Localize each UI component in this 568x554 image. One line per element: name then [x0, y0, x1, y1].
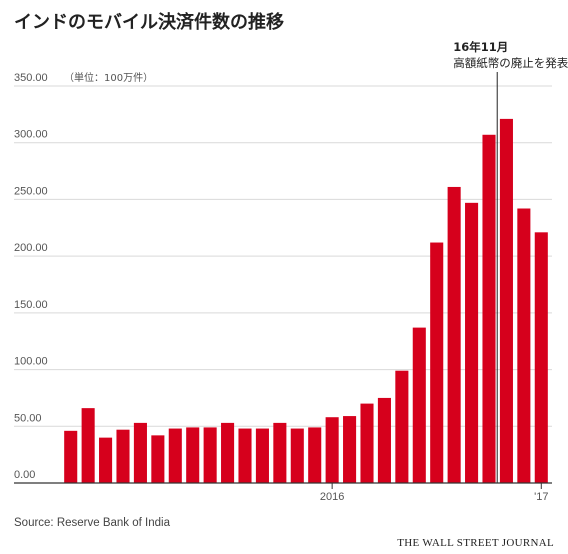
y-tick-label: 50.00 [14, 412, 42, 424]
y-tick-label: 0.00 [14, 469, 35, 481]
y-tick-label: 150.00 [14, 299, 48, 311]
bar [290, 428, 304, 483]
bar [482, 134, 496, 483]
x-tick-label: 2016 [320, 491, 344, 503]
bar [534, 232, 548, 483]
bar [517, 208, 531, 483]
bar [64, 430, 78, 483]
bar [221, 422, 235, 483]
bar [430, 242, 444, 483]
bar [447, 186, 461, 484]
unit-label: （単位：100万件） [64, 71, 153, 84]
x-tick-label: '17 [534, 491, 548, 503]
bar [412, 327, 426, 483]
y-tick-label: 250.00 [14, 185, 48, 197]
y-tick-label: 200.00 [14, 242, 48, 254]
annotation-title: 16年11月 [453, 40, 508, 54]
chart-title: インドのモバイル決済件数の推移 [14, 12, 284, 33]
bar [360, 403, 374, 483]
y-tick-label: 300.00 [14, 129, 48, 141]
bar [499, 118, 513, 483]
bar [325, 417, 339, 483]
bar [377, 397, 391, 483]
bar [238, 428, 252, 483]
publisher-credit: THE WALL STREET JOURNAL [397, 537, 554, 549]
bar [255, 428, 269, 483]
bar [203, 427, 217, 483]
bar [273, 422, 287, 483]
bar [308, 427, 322, 483]
bar [151, 435, 165, 483]
annotation-text: 高額紙幣の廃止を発表 [453, 56, 568, 70]
bar [168, 428, 182, 483]
bar [465, 202, 479, 483]
y-tick-label: 100.00 [14, 356, 48, 368]
bar [186, 427, 200, 483]
bar [133, 422, 147, 483]
bar [395, 370, 409, 483]
bar [81, 408, 95, 483]
y-tick-label: 350.00 [14, 72, 48, 84]
bar [116, 429, 130, 483]
source-note: Source: Reserve Bank of India [14, 517, 170, 529]
bar [99, 437, 113, 483]
bar [343, 416, 357, 483]
